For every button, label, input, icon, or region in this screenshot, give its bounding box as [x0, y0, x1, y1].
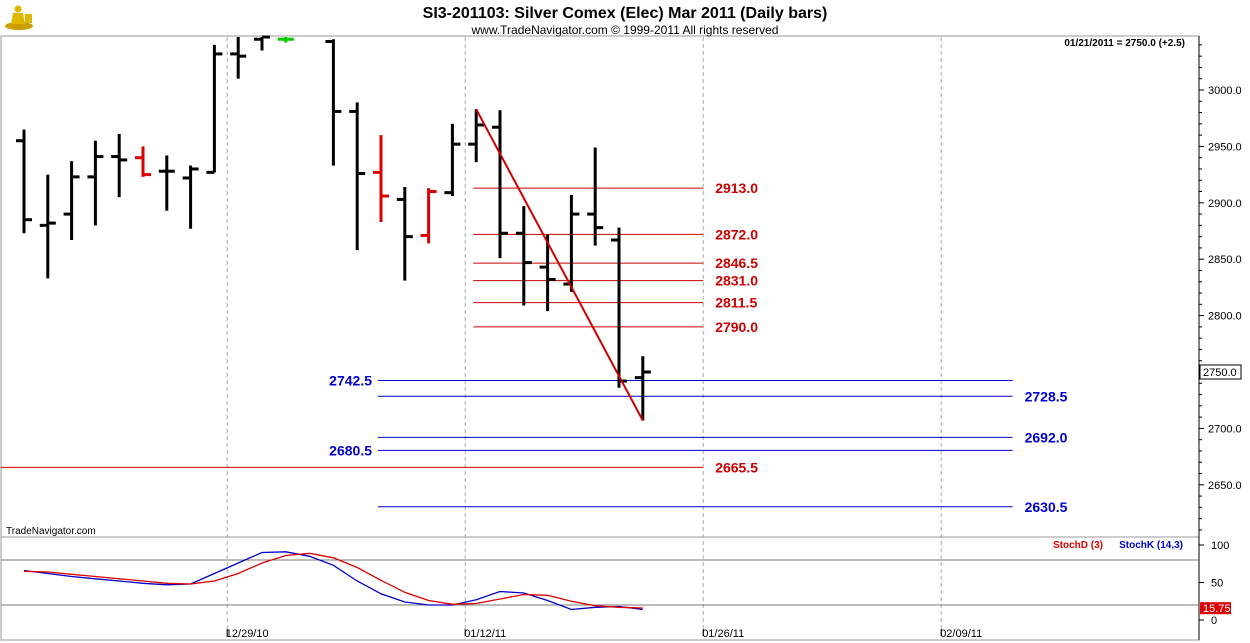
price-bar: [468, 109, 485, 163]
price-level-label: 2692.0: [1025, 429, 1068, 445]
price-bar: [539, 234, 556, 312]
axis-layer: 12/29/10 01/12/11 01/26/11 02/09/11 3000.0 29…: [226, 44, 1242, 640]
price-bar: [515, 206, 532, 306]
grid-layer: [226, 37, 942, 639]
price-bar: [611, 227, 627, 388]
last-price-box: [1199, 364, 1242, 380]
price-level-label: 2680.5: [329, 442, 372, 458]
trader-figure-icon: [5, 5, 33, 30]
price-bar: [492, 110, 508, 259]
price-bar: [396, 187, 413, 281]
stochastic-tick-label: 50: [1211, 578, 1223, 590]
price-bar: [206, 44, 223, 174]
price-bar: [182, 165, 199, 229]
stochastic-last-value-box: [1200, 602, 1231, 615]
stochastic-tick-label: 100: [1211, 540, 1229, 552]
price-tick-label: 3000.0: [1208, 85, 1242, 97]
price-level-label: 2913.0: [715, 180, 758, 196]
price-tick-label: 2800.0: [1208, 311, 1242, 323]
price-tick-label: 2650.0: [1208, 480, 1242, 492]
price-level-label: 2872.0: [715, 226, 758, 242]
price-panel-frame: [0, 35, 1200, 538]
chart-title: SI3-201103: Silver Comex (Elec) Mar 2011…: [423, 5, 828, 22]
price-bar: [373, 135, 389, 222]
copyright-notice: www.TradeNavigator.com © 1999-2011 All r…: [471, 23, 779, 37]
stochastic-tick-label: 0: [1211, 615, 1217, 627]
price-tick-label: 2950.0: [1208, 141, 1242, 153]
price-bar: [230, 37, 247, 79]
stochastic-panel-frame: [0, 536, 1200, 641]
stochastic-line: [23, 551, 643, 611]
price-bar: [135, 146, 151, 177]
date-tick-label: 12/29/10: [226, 628, 269, 640]
levels-layer: 2913.0 2872.0 2846.5 2831.0 2811.5 2790.0 2742…: [1, 180, 1068, 515]
price-bar: [111, 133, 128, 198]
watermark: TradeNavigator.com: [6, 526, 96, 537]
date-tick-label: 02/09/11: [940, 628, 982, 640]
price-bar: [634, 356, 651, 421]
price-bar: [325, 39, 342, 166]
price-bar: [587, 147, 604, 246]
price-tick-label: 2700.0: [1208, 423, 1242, 435]
price-readout: 01/21/2011 = 2750.0 (+2.5): [1064, 38, 1185, 49]
stochd-legend: StochD (3): [1053, 540, 1103, 551]
price-level-label: 2831.0: [715, 273, 758, 289]
date-tick-label: 01/26/11: [702, 628, 744, 640]
price-bar: [63, 161, 80, 241]
price-tick-label: 2900.0: [1208, 198, 1242, 210]
stochastic-last-value-label: 15.75: [1203, 603, 1231, 615]
price-bar: [444, 123, 461, 197]
price-bar: [87, 140, 104, 226]
price-level-label: 2846.5: [715, 255, 758, 271]
last-price-label: 2750.0: [1203, 367, 1237, 379]
price-bar: [254, 35, 270, 51]
trendline-layer: [475, 108, 644, 421]
price-level-label: 2630.5: [1025, 499, 1068, 515]
price-bar: [16, 129, 32, 234]
trendline: [475, 108, 644, 421]
price-level-label: 2665.5: [715, 459, 758, 475]
price-level-label: 2811.5: [715, 295, 757, 311]
price-level-label: 2742.5: [329, 372, 372, 388]
stochastic-line: [23, 552, 643, 609]
price-bar: [420, 188, 437, 244]
price-bar: [277, 37, 294, 43]
price-level-label: 2728.5: [1025, 388, 1068, 404]
price-bar: [158, 155, 175, 211]
stochk-legend: StochK (14,3): [1119, 540, 1183, 551]
price-level-label: 2790.0: [715, 319, 758, 335]
stochastic-layer: 100 50 015.75: [1, 540, 1231, 627]
price-bar: [349, 102, 366, 251]
price-bar: [39, 174, 56, 279]
price-tick-label: 2850.0: [1208, 254, 1242, 266]
date-tick-label: 01/12/11: [464, 628, 506, 640]
